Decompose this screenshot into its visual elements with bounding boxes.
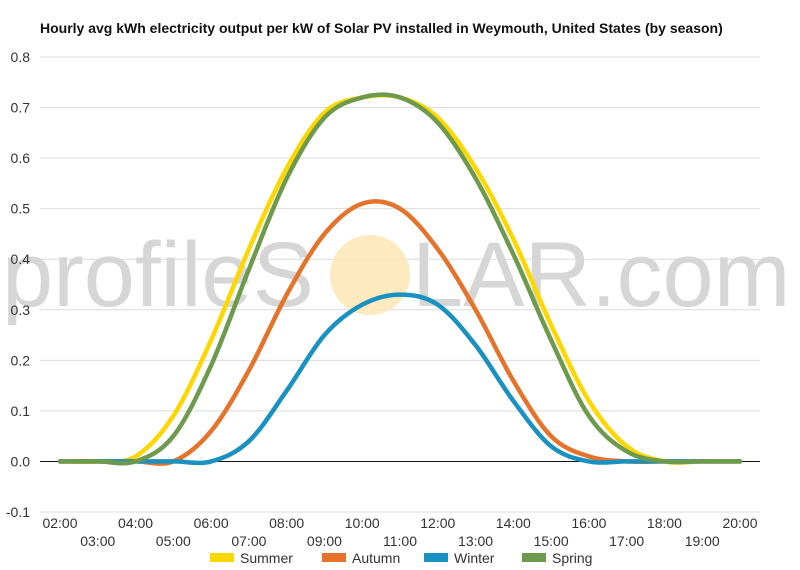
x-tick-label: 10:00 (345, 515, 380, 531)
y-tick-label: 0.2 (11, 352, 31, 368)
x-tick-label: 04:00 (118, 515, 153, 531)
x-tick-label: 16:00 (571, 515, 606, 531)
watermark: profileS LAR.com (2, 224, 790, 326)
series-line-spring (57, 92, 743, 466)
y-tick-label: 0.5 (11, 201, 31, 217)
y-tick-label: 0.7 (11, 100, 31, 116)
x-tick-label: 18:00 (647, 515, 682, 531)
y-axis: -0.1 0.0 0.1 0.2 0.3 0.4 0.5 0.6 0.7 0.8 (6, 49, 30, 520)
legend-swatch-spring (522, 553, 546, 562)
x-tick-label: 07:00 (231, 533, 266, 549)
x-tick-label: 02:00 (42, 515, 77, 531)
legend-label-spring: Spring (552, 550, 592, 566)
watermark-text-right: LAR.com (412, 224, 790, 326)
x-tick-label: 06:00 (194, 515, 229, 531)
x-tick-label: 12:00 (420, 515, 455, 531)
y-tick-label: 0.0 (11, 453, 31, 469)
legend-label-autumn: Autumn (352, 550, 400, 566)
watermark-text-left: profileS (2, 224, 314, 326)
x-tick-label: 11:00 (383, 533, 417, 549)
y-tick-label: -0.1 (6, 504, 30, 520)
y-tick-label: 0.4 (11, 251, 31, 267)
y-tick-label: 0.3 (11, 302, 31, 318)
x-tick-label: 03:00 (80, 533, 115, 549)
legend-label-summer: Summer (240, 550, 293, 566)
legend: Summer Autumn Winter Spring (210, 550, 592, 566)
series-lines (57, 92, 743, 466)
x-tick-label: 17:00 (609, 533, 644, 549)
x-tick-label: 08:00 (269, 515, 304, 531)
legend-swatch-autumn (322, 553, 346, 562)
x-tick-label: 15:00 (534, 533, 569, 549)
series-line-winter (57, 292, 743, 466)
x-tick-label: 09:00 (307, 533, 342, 549)
x-axis: 02:0003:0004:0005:0006:0007:0008:0009:00… (42, 515, 757, 549)
y-tick-label: 0.1 (11, 403, 31, 419)
legend-label-winter: Winter (454, 550, 495, 566)
chart-title: Hourly avg kWh electricity output per kW… (40, 20, 723, 36)
y-tick-label: 0.6 (11, 150, 31, 166)
x-tick-label: 05:00 (156, 533, 191, 549)
x-tick-label: 19:00 (685, 533, 720, 549)
x-tick-label: 13:00 (458, 533, 493, 549)
x-tick-label: 14:00 (496, 515, 531, 531)
x-tick-label: 20:00 (722, 515, 757, 531)
y-tick-label: 0.8 (11, 49, 31, 65)
legend-swatch-summer (210, 553, 234, 562)
legend-swatch-winter (424, 553, 448, 562)
